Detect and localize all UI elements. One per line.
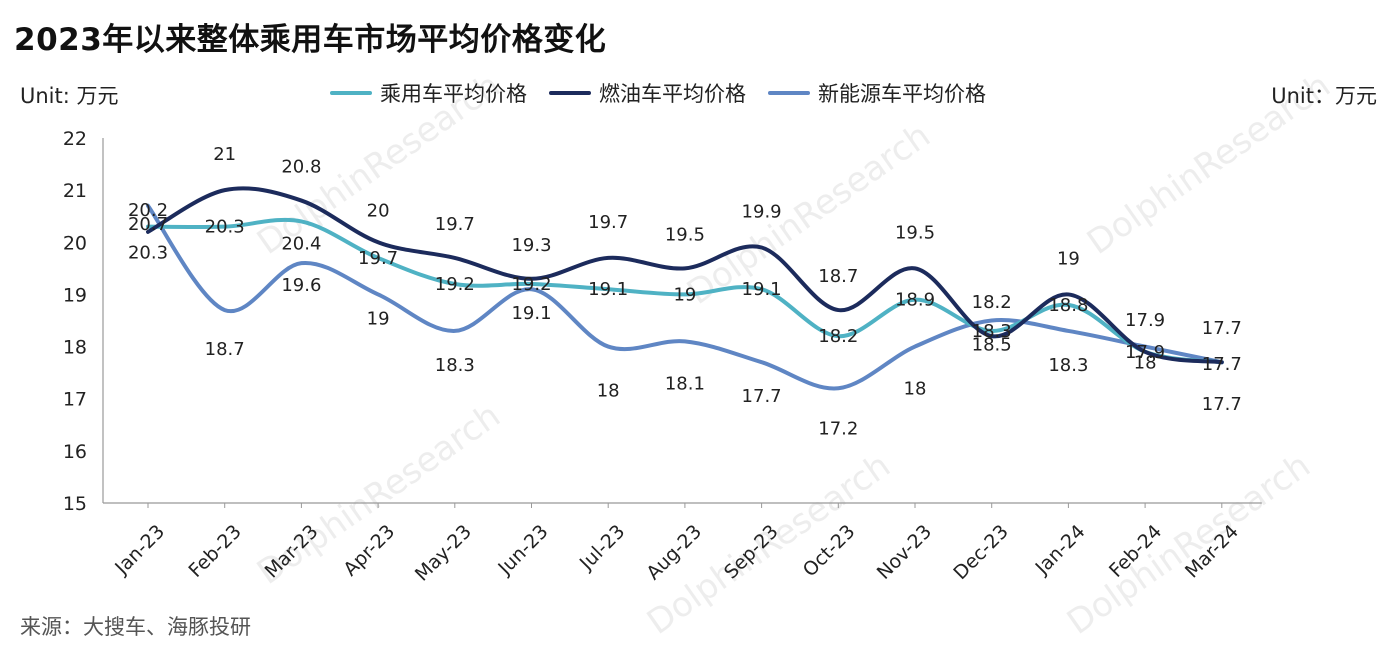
y-tick-label: 16 xyxy=(63,441,87,463)
x-tick-label: Aug-23 xyxy=(642,521,706,585)
x-tick-label: Mar-23 xyxy=(261,521,323,583)
series-line-passenger xyxy=(146,217,1224,365)
chart-title: 2023年以来整体乘用车市场平均价格变化 xyxy=(14,22,607,58)
data-label-fuel: 20 xyxy=(367,200,390,221)
data-label-passenger: 17.7 xyxy=(1202,354,1242,375)
data-label-fuel: 19.3 xyxy=(511,235,551,256)
x-tick-label: Feb-23 xyxy=(185,521,246,582)
data-label-nev: 19 xyxy=(367,308,390,329)
data-label-nev: 18.3 xyxy=(435,355,475,376)
data-label-fuel: 20.2 xyxy=(128,200,168,221)
data-label-passenger: 19 xyxy=(673,284,696,305)
data-label-passenger: 20.4 xyxy=(281,233,321,254)
y-tick-label: 17 xyxy=(63,389,87,411)
data-label-passenger: 18.2 xyxy=(818,326,858,347)
legend-swatch-nev xyxy=(768,91,810,95)
legend-item-nev: 新能源车平均价格 xyxy=(768,78,986,108)
data-label-passenger: 19.2 xyxy=(511,274,551,295)
y-tick-label: 18 xyxy=(63,337,87,359)
y-tick-label: 19 xyxy=(63,284,87,306)
legend-label-nev: 新能源车平均价格 xyxy=(818,82,986,106)
legend-item-fuel: 燃油车平均价格 xyxy=(549,78,746,108)
x-tick-label: Feb-24 xyxy=(1105,521,1166,582)
data-label-passenger: 19.7 xyxy=(358,248,398,269)
data-label-nev: 18.7 xyxy=(205,339,245,360)
x-tick-label: Apr-23 xyxy=(339,521,399,581)
x-tick-label: Sep-23 xyxy=(720,521,783,584)
data-label-fuel: 20.8 xyxy=(281,157,321,178)
y-tick-label: 20 xyxy=(63,232,87,254)
data-label-nev: 18.3 xyxy=(1048,355,1088,376)
unit-label-left: Unit: 万元 xyxy=(20,84,119,108)
y-tick-label: 21 xyxy=(63,180,87,202)
data-label-nev: 20.7 xyxy=(128,214,168,235)
data-labels: 20.3 20.3 20.4 19.7 19.2 19.2 19.1 19 19.1 18.2 18… xyxy=(128,144,1242,439)
series-line-fuel xyxy=(146,186,1224,365)
data-label-nev: 18.5 xyxy=(972,335,1012,356)
legend-item-passenger: 乘用车平均价格 xyxy=(330,78,527,108)
data-label-nev: 17.7 xyxy=(1202,394,1242,415)
unit-label-right: Unit：万元 xyxy=(1271,84,1377,108)
data-label-nev: 17.7 xyxy=(742,386,782,407)
x-tick-label: Jan-23 xyxy=(110,521,169,580)
data-label-passenger: 20.3 xyxy=(205,217,245,238)
x-tick-label: Dec-23 xyxy=(949,521,1013,585)
data-label-passenger: 18.9 xyxy=(895,290,935,311)
legend-swatch-passenger xyxy=(330,91,372,95)
source-note: 来源：大搜车、海豚投研 xyxy=(20,615,251,639)
data-label-fuel: 17.7 xyxy=(1202,318,1242,339)
data-label-passenger: 19.1 xyxy=(742,279,782,300)
data-label-nev: 17.2 xyxy=(818,418,858,439)
x-tick-label: Mar-24 xyxy=(1181,521,1243,583)
data-label-fuel: 19.9 xyxy=(742,202,782,223)
legend-swatch-fuel xyxy=(549,91,591,95)
data-label-passenger: 19.2 xyxy=(435,274,475,295)
y-tick-label: 22 xyxy=(63,128,87,150)
x-tick-label: Oct-23 xyxy=(799,521,860,582)
data-label-passenger: 20.3 xyxy=(128,243,168,264)
data-label-nev: 19.1 xyxy=(511,303,551,324)
x-tick-label: Nov-23 xyxy=(873,521,936,584)
legend-label-fuel: 燃油车平均价格 xyxy=(599,82,746,106)
data-label-fuel: 19.7 xyxy=(435,214,475,235)
data-label-passenger: 17.9 xyxy=(1125,342,1165,363)
legend-label-passenger: 乘用车平均价格 xyxy=(380,82,527,106)
data-label-nev: 18 xyxy=(904,379,927,400)
x-tick-label: Jun-23 xyxy=(493,521,552,580)
data-label-nev: 18.1 xyxy=(665,373,705,394)
x-tick-label: May-23 xyxy=(411,521,476,586)
data-label-fuel: 18.2 xyxy=(972,292,1012,313)
data-label-passenger: 18.3 xyxy=(972,321,1012,342)
data-label-fuel: 19.5 xyxy=(895,222,935,243)
legend: 乘用车平均价格 燃油车平均价格 新能源车平均价格 xyxy=(330,78,986,108)
data-label-fuel: 19.5 xyxy=(665,224,705,245)
data-label-nev: 18 xyxy=(1134,353,1157,374)
data-label-fuel: 21 xyxy=(213,144,236,165)
data-label-fuel: 18.7 xyxy=(818,266,858,287)
y-tick-label: 15 xyxy=(63,493,87,515)
data-label-nev: 19.6 xyxy=(281,275,321,296)
series-lines xyxy=(146,186,1224,391)
data-label-fuel: 19.7 xyxy=(588,212,628,233)
x-tick-label: Jan-24 xyxy=(1031,521,1090,580)
data-label-fuel: 19 xyxy=(1057,248,1080,269)
x-tick-label: Jul-23 xyxy=(575,521,629,575)
data-label-passenger: 19.1 xyxy=(588,279,628,300)
data-label-nev: 18 xyxy=(597,381,620,402)
data-label-passenger: 18.8 xyxy=(1048,295,1088,316)
data-label-fuel: 17.9 xyxy=(1125,310,1165,331)
